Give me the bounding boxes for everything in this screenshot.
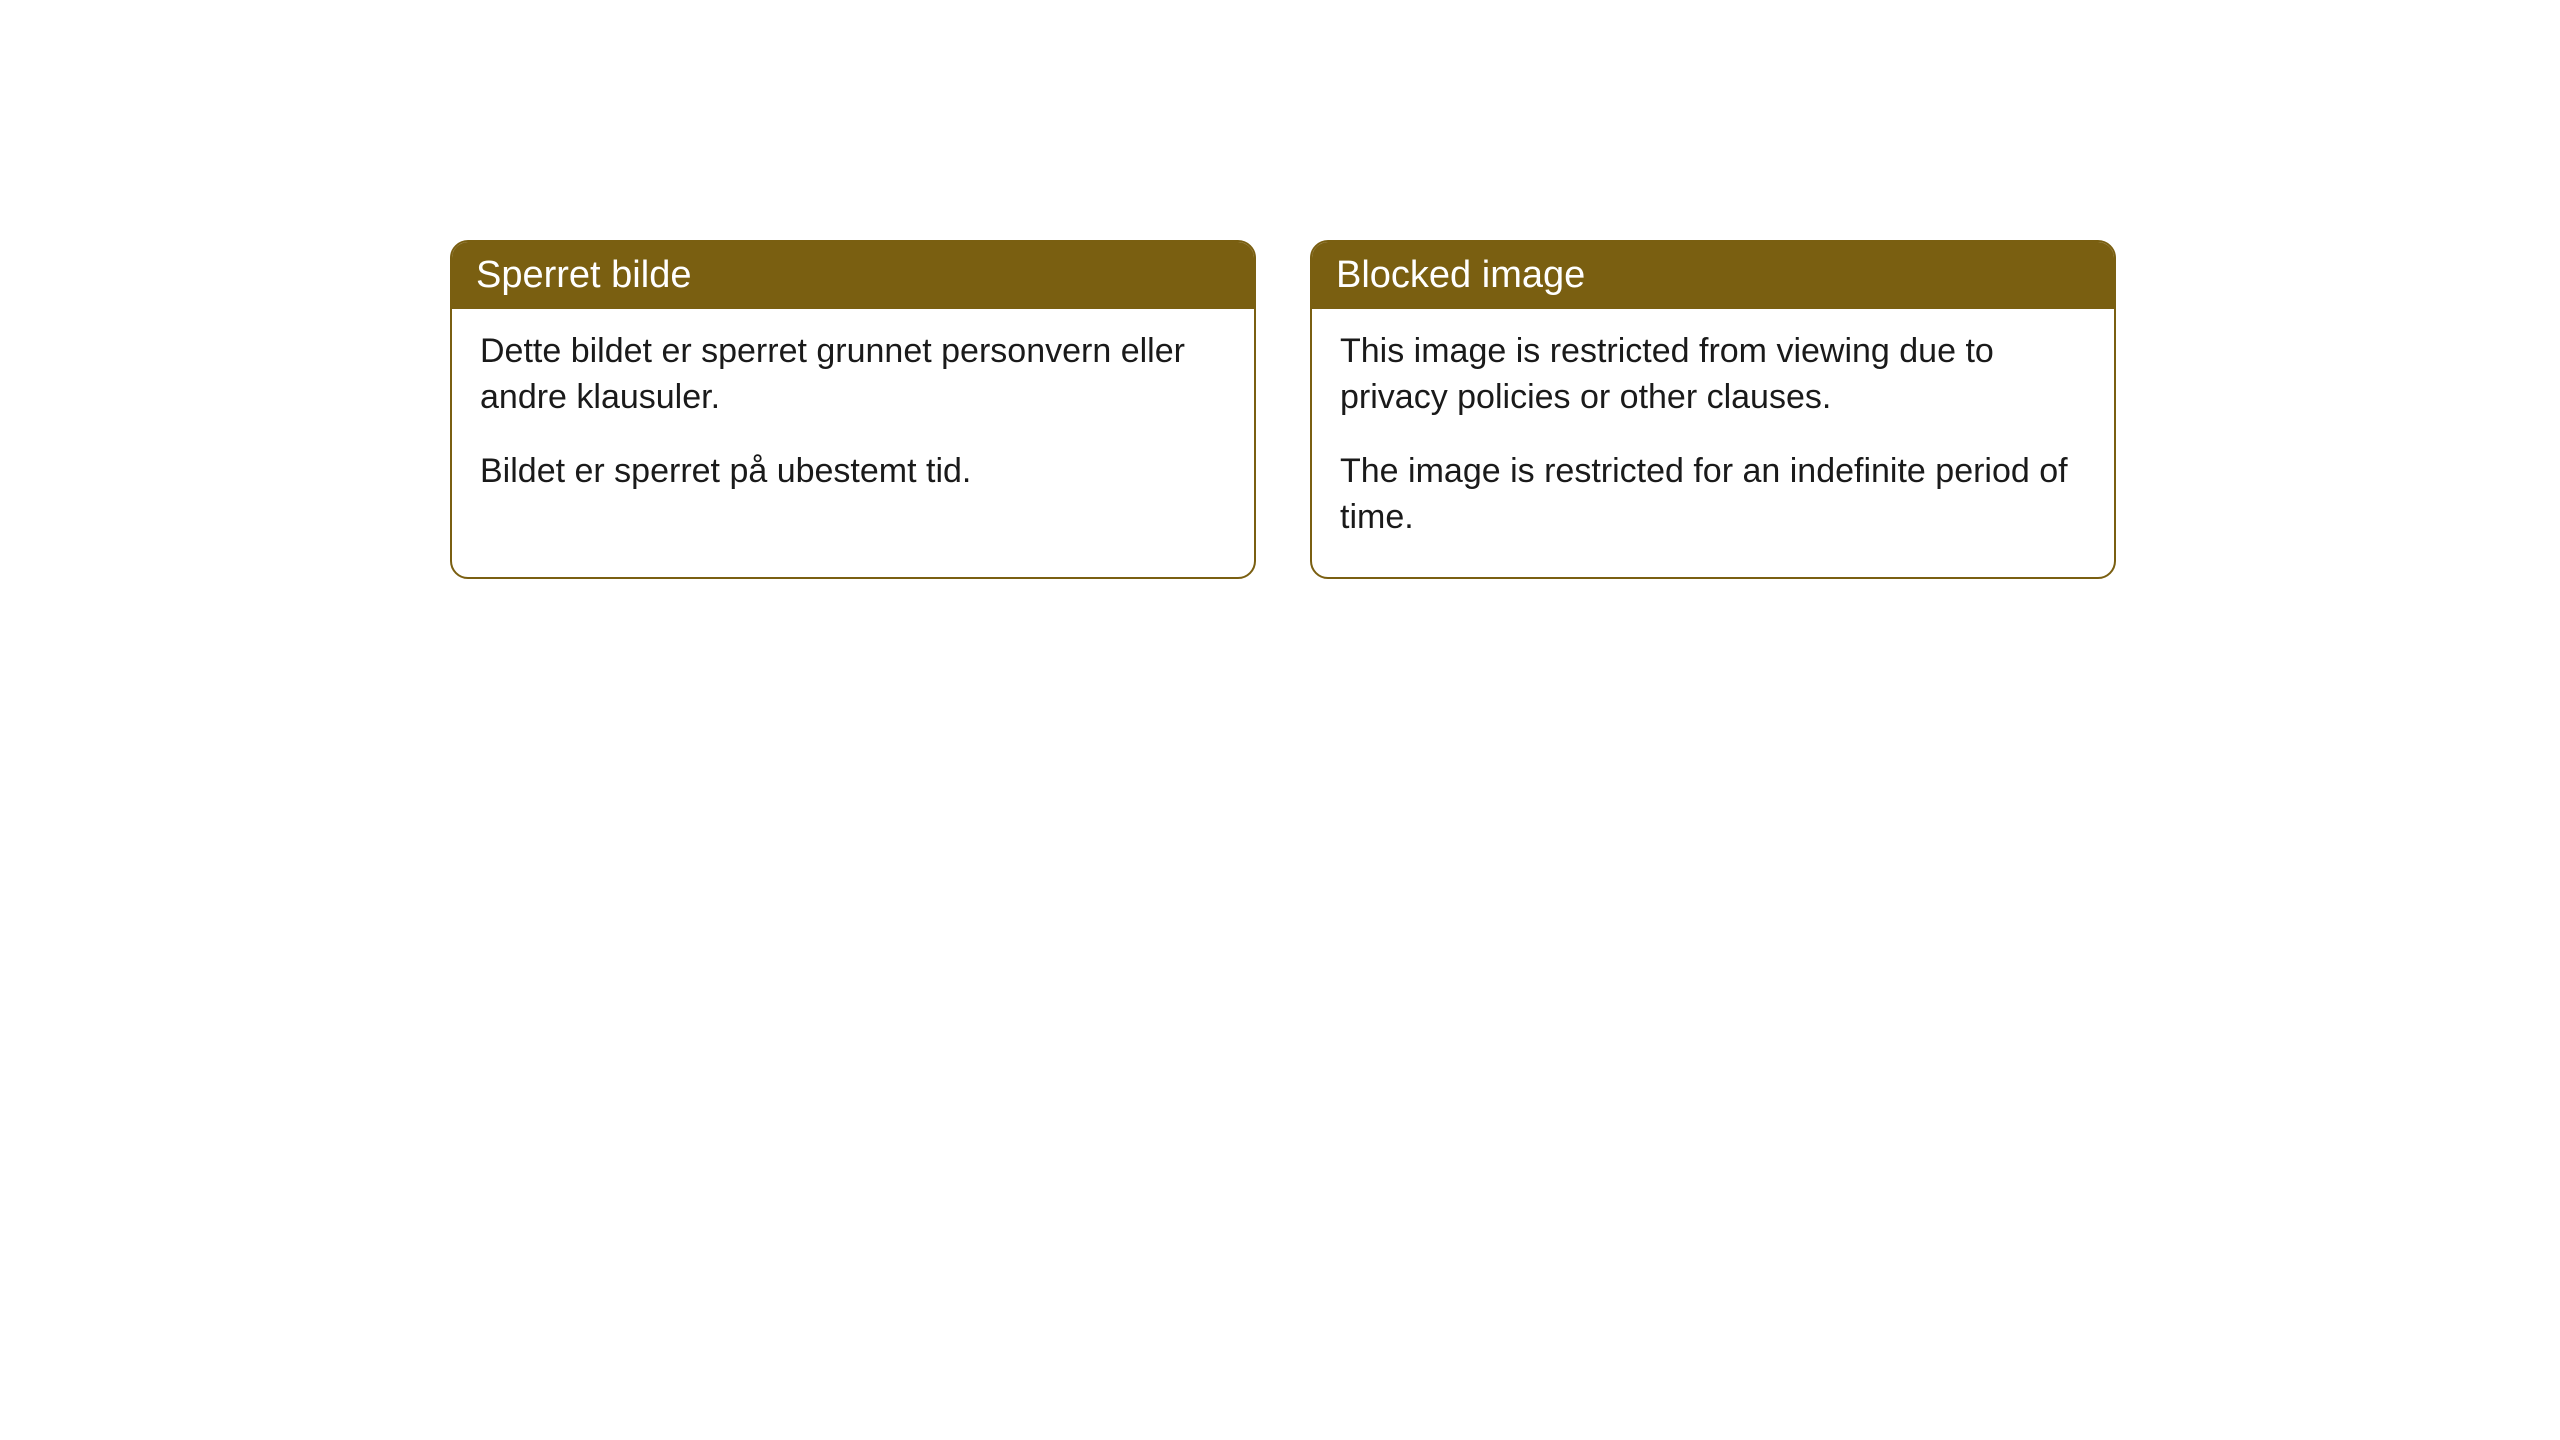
cards-container: Sperret bilde Dette bildet er sperret gr… — [0, 0, 2560, 579]
blocked-image-card-norwegian: Sperret bilde Dette bildet er sperret gr… — [450, 240, 1256, 579]
card-title: Blocked image — [1336, 254, 1585, 296]
card-title: Sperret bilde — [476, 254, 691, 296]
blocked-image-card-english: Blocked image This image is restricted f… — [1310, 240, 2116, 579]
card-body-english: This image is restricted from viewing du… — [1312, 309, 2114, 577]
card-header-english: Blocked image — [1312, 242, 2114, 309]
card-paragraph-2: Bildet er sperret på ubestemt tid. — [480, 449, 1226, 495]
card-body-norwegian: Dette bildet er sperret grunnet personve… — [452, 309, 1254, 531]
card-paragraph-1: Dette bildet er sperret grunnet personve… — [480, 329, 1226, 421]
card-paragraph-1: This image is restricted from viewing du… — [1340, 329, 2086, 421]
card-header-norwegian: Sperret bilde — [452, 242, 1254, 309]
card-paragraph-2: The image is restricted for an indefinit… — [1340, 449, 2086, 541]
